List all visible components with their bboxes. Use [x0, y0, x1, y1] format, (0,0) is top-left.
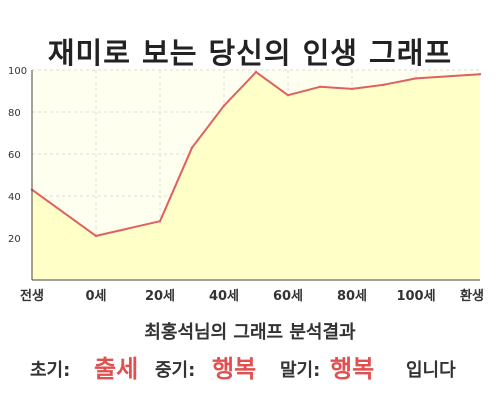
- data-point: [286, 94, 290, 97]
- middle-value: 행복: [212, 355, 257, 383]
- x-tick-label: 전생: [20, 288, 44, 304]
- y-tick-label: 40: [8, 192, 21, 203]
- data-point: [190, 146, 194, 149]
- ending-text: 입니다: [406, 360, 456, 381]
- analysis-summary: 초기: 출세 중기: 행복 말기: 행복 입니다: [0, 346, 500, 386]
- data-point: [158, 220, 162, 223]
- data-point: [318, 85, 322, 89]
- x-tick-label: 100세: [396, 289, 435, 304]
- y-tick-label: 80: [8, 108, 21, 119]
- early-label: 초기:: [30, 360, 71, 381]
- y-tick-label: 20: [8, 234, 21, 245]
- life-chart: 20 40 60 80 100 전생 0세 20세 40세 60세 80세 100세 환생: [8, 66, 484, 304]
- x-tick-label: 환생: [460, 288, 484, 304]
- analysis-caption: 최홍석님의 그래프 분석결과: [144, 322, 356, 343]
- y-tick-label: 100: [8, 66, 27, 77]
- data-point: [254, 70, 258, 74]
- middle-label: 중기:: [155, 360, 196, 381]
- data-point: [478, 73, 482, 76]
- x-tick-label: 80세: [337, 289, 367, 304]
- data-point: [350, 87, 354, 91]
- data-point: [222, 104, 226, 107]
- series-area: [32, 72, 480, 280]
- x-tick-label: 60세: [273, 289, 303, 304]
- data-point: [382, 83, 386, 86]
- late-value: 행복: [330, 355, 375, 383]
- late-label: 말기:: [280, 360, 321, 381]
- page-title: 재미로 보는 당신의 인생 그래프: [47, 36, 453, 70]
- y-tick-label: 60: [8, 150, 21, 161]
- x-tick-label: 40세: [209, 289, 239, 304]
- data-point: [94, 234, 98, 238]
- data-point: [414, 77, 418, 80]
- series-line: [31, 71, 481, 237]
- x-tick-label: 20세: [145, 289, 175, 304]
- early-value: 출세: [94, 355, 139, 383]
- x-tick-label: 0세: [85, 289, 106, 304]
